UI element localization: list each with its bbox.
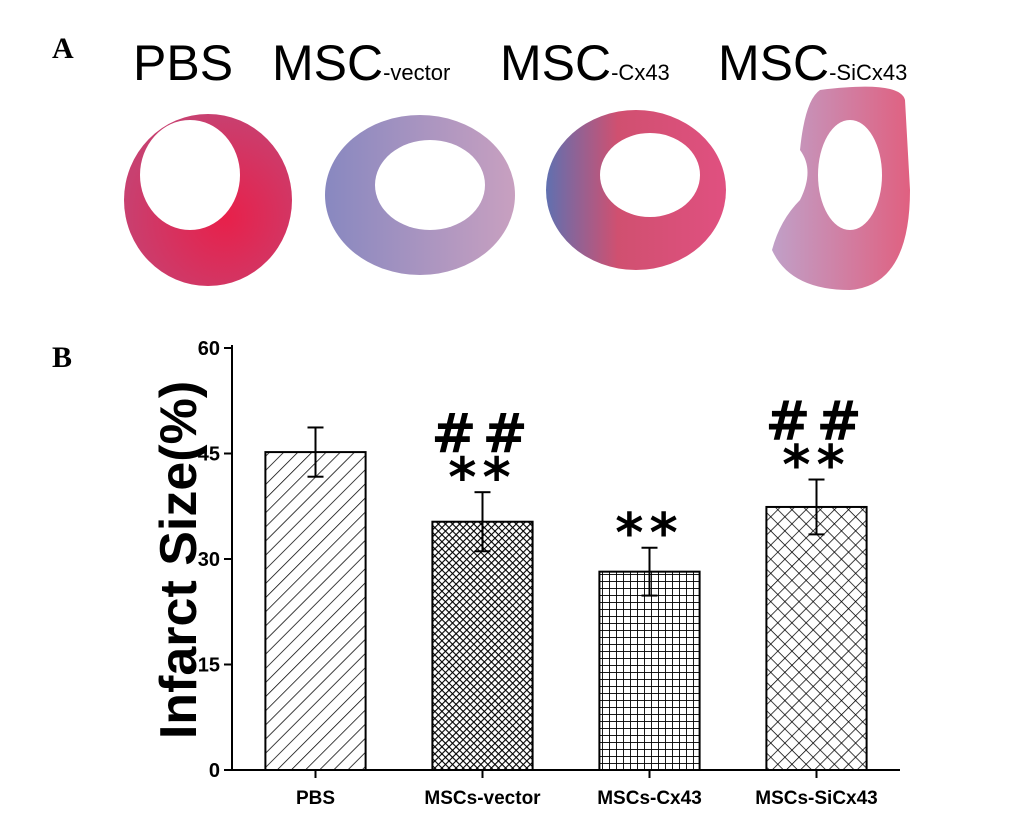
x-tick-label: MSCs-vector xyxy=(424,788,541,809)
image-label: MSC-SiCx43 xyxy=(718,35,907,91)
image-label: PBS xyxy=(133,35,233,91)
y-tick-label: 15 xyxy=(198,655,220,677)
bar xyxy=(765,505,868,771)
x-tick-label: MSCs-SiCx43 xyxy=(755,788,878,809)
image-label: MSC-Cx43 xyxy=(500,35,670,91)
y-tick-label: 45 xyxy=(198,444,220,466)
significance-label: ** xyxy=(615,502,683,565)
image-label: MSC-vector xyxy=(272,35,450,91)
y-tick-label: 0 xyxy=(209,760,220,782)
bar xyxy=(431,520,534,771)
x-tick-label: PBS xyxy=(296,788,335,809)
y-tick-label: 60 xyxy=(198,338,220,360)
y-axis-title: Infarct Size(%) xyxy=(150,381,208,739)
y-tick-label: 30 xyxy=(198,549,220,571)
panel-label: B xyxy=(52,341,72,374)
bar xyxy=(598,570,701,771)
bar xyxy=(264,451,367,771)
heart-sections xyxy=(124,86,910,291)
significance-label: ## xyxy=(765,390,868,453)
significance-label: ** xyxy=(782,434,850,497)
panel-label: A xyxy=(52,32,74,65)
x-tick-label: MSCs-Cx43 xyxy=(597,788,702,809)
significance-label: ** xyxy=(448,446,516,509)
significance-label: ## xyxy=(431,402,534,465)
